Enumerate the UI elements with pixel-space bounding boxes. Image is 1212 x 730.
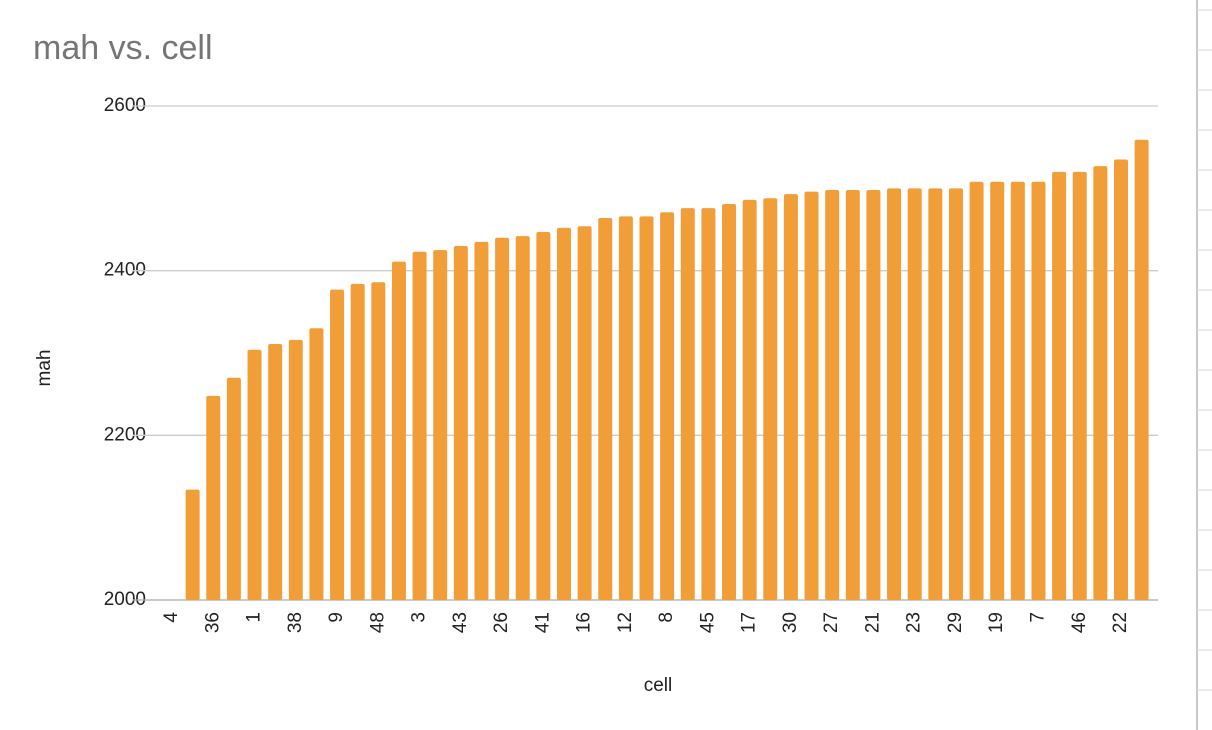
x-tick-label: 36 [202,612,223,633]
y-tick-label: 2200 [104,424,146,445]
bar [887,188,902,601]
x-tick-label: 22 [1110,612,1131,633]
x-tick-label: 7 [1027,612,1048,623]
x-tick-label: 29 [945,612,966,633]
bar [433,250,448,601]
x-tick-label: 30 [780,612,801,633]
x-tick-label: 21 [862,612,883,633]
x-tick-label: 8 [656,612,677,623]
bar [226,377,241,600]
bar [948,188,963,601]
bar [783,194,798,600]
bar [330,289,345,600]
bar [660,212,675,600]
x-tick-label: 17 [739,612,760,633]
bar [1031,181,1046,600]
bar [350,283,365,600]
bar [1093,166,1108,600]
bar [928,188,943,601]
y-tick-label: 2400 [104,260,146,281]
y-axis-title: mah [34,350,55,387]
chart-title: mah vs. cell [33,29,213,67]
bar [556,227,571,600]
bar [371,282,386,600]
bar [495,237,510,600]
bar [268,343,283,600]
bar [1072,171,1087,600]
bar [825,189,840,601]
bar [247,349,262,600]
x-tick-label: 19 [986,612,1007,633]
bar [515,236,530,600]
bar [412,251,427,601]
bar [288,339,303,600]
y-tick-label: 2000 [104,589,146,610]
bar [598,217,613,600]
x-axis-title: cell [644,675,673,696]
bar [866,189,881,601]
bar [577,226,592,600]
x-tick-label: 3 [409,612,430,623]
sheet-rows [1197,9,1212,691]
bar [845,189,860,601]
bar [1113,159,1128,600]
x-tick-label: 1 [244,612,265,623]
x-tick-label: 41 [532,612,553,633]
x-tick-label: 4 [161,612,182,623]
bar [969,181,984,600]
bar [453,245,468,600]
bar [907,188,922,601]
bar [639,216,654,600]
bar [1134,139,1149,601]
bar [990,181,1005,600]
y-tick-label: 2600 [104,95,146,116]
bar [185,489,200,600]
bar [1052,171,1067,600]
bar [309,328,324,600]
bar [763,198,778,601]
x-tick-label: 12 [615,612,636,633]
x-tick-label: 26 [491,612,512,633]
bar [804,191,819,601]
x-tick-label: 23 [904,612,925,633]
bar [680,208,695,601]
bar [722,203,737,600]
x-tick-label: 27 [821,612,842,633]
bar [206,395,221,600]
x-tick-label: 16 [574,612,595,633]
x-tick-label: 43 [450,612,471,633]
bar [618,216,633,600]
x-tick-label: 9 [326,612,347,623]
bar [742,199,757,601]
x-tick-label: 48 [367,612,388,633]
bar [474,241,489,600]
bar [391,261,406,600]
bar [701,208,716,601]
x-tick-label: 46 [1069,612,1090,633]
bar [1010,181,1025,600]
bar [536,231,551,600]
x-tick-label: 38 [285,612,306,633]
x-tick-label: 45 [697,612,718,633]
